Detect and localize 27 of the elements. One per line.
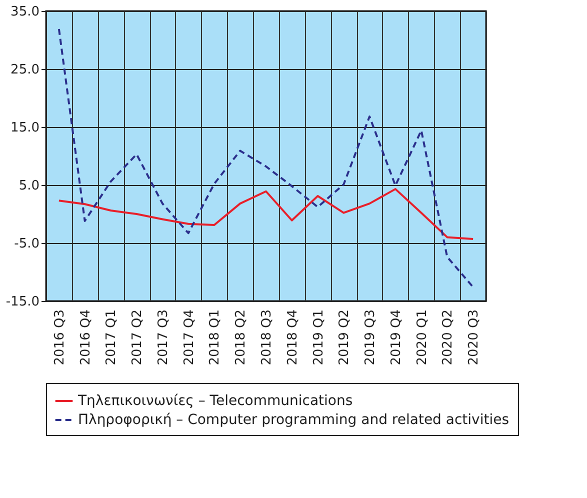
x-tick-label: 2016 Q4 <box>78 310 94 366</box>
x-tick-label: 2017 Q1 <box>104 310 120 366</box>
x-tick-label: 2017 Q4 <box>182 310 197 366</box>
x-tick-label: 2019 Q2 <box>337 310 352 366</box>
x-tick-label: 2017 Q3 <box>156 310 171 366</box>
y-tick-label: -5.0 <box>14 236 40 252</box>
x-tick-label: 2020 Q1 <box>414 310 430 366</box>
y-tick-label: 5.0 <box>18 178 40 194</box>
y-tick-label: 25.0 <box>10 62 40 78</box>
x-tick-label: 2018 Q2 <box>234 310 249 366</box>
x-tick-label: 2020 Q3 <box>466 310 482 366</box>
x-tick-label: 2019 Q1 <box>311 310 326 366</box>
x-tick-label: 2019 Q4 <box>388 310 404 366</box>
x-tick-label: 2018 Q3 <box>260 310 274 366</box>
x-tick-label: 2017 Q2 <box>130 310 146 366</box>
line-series <box>58 28 474 288</box>
legend-label: Τηλεπικοινωνίες – Telecommunications <box>77 393 353 409</box>
x-tick-label: 2020 Q2 <box>440 310 456 366</box>
x-tick-label: 2018 Q4 <box>285 310 300 366</box>
legend-label: Πληροφορική – Computer programming and related activities <box>78 412 510 428</box>
y-tick-label: -15.0 <box>6 294 40 310</box>
line-series <box>58 188 474 240</box>
y-tick-label: 15.0 <box>10 120 40 136</box>
x-tick-label: 2018 Q1 <box>208 310 223 366</box>
x-tick-label: 2019 Q3 <box>363 310 378 366</box>
y-tick-label: 35.0 <box>10 4 40 20</box>
x-tick-label: 2016 Q3 <box>52 310 68 366</box>
